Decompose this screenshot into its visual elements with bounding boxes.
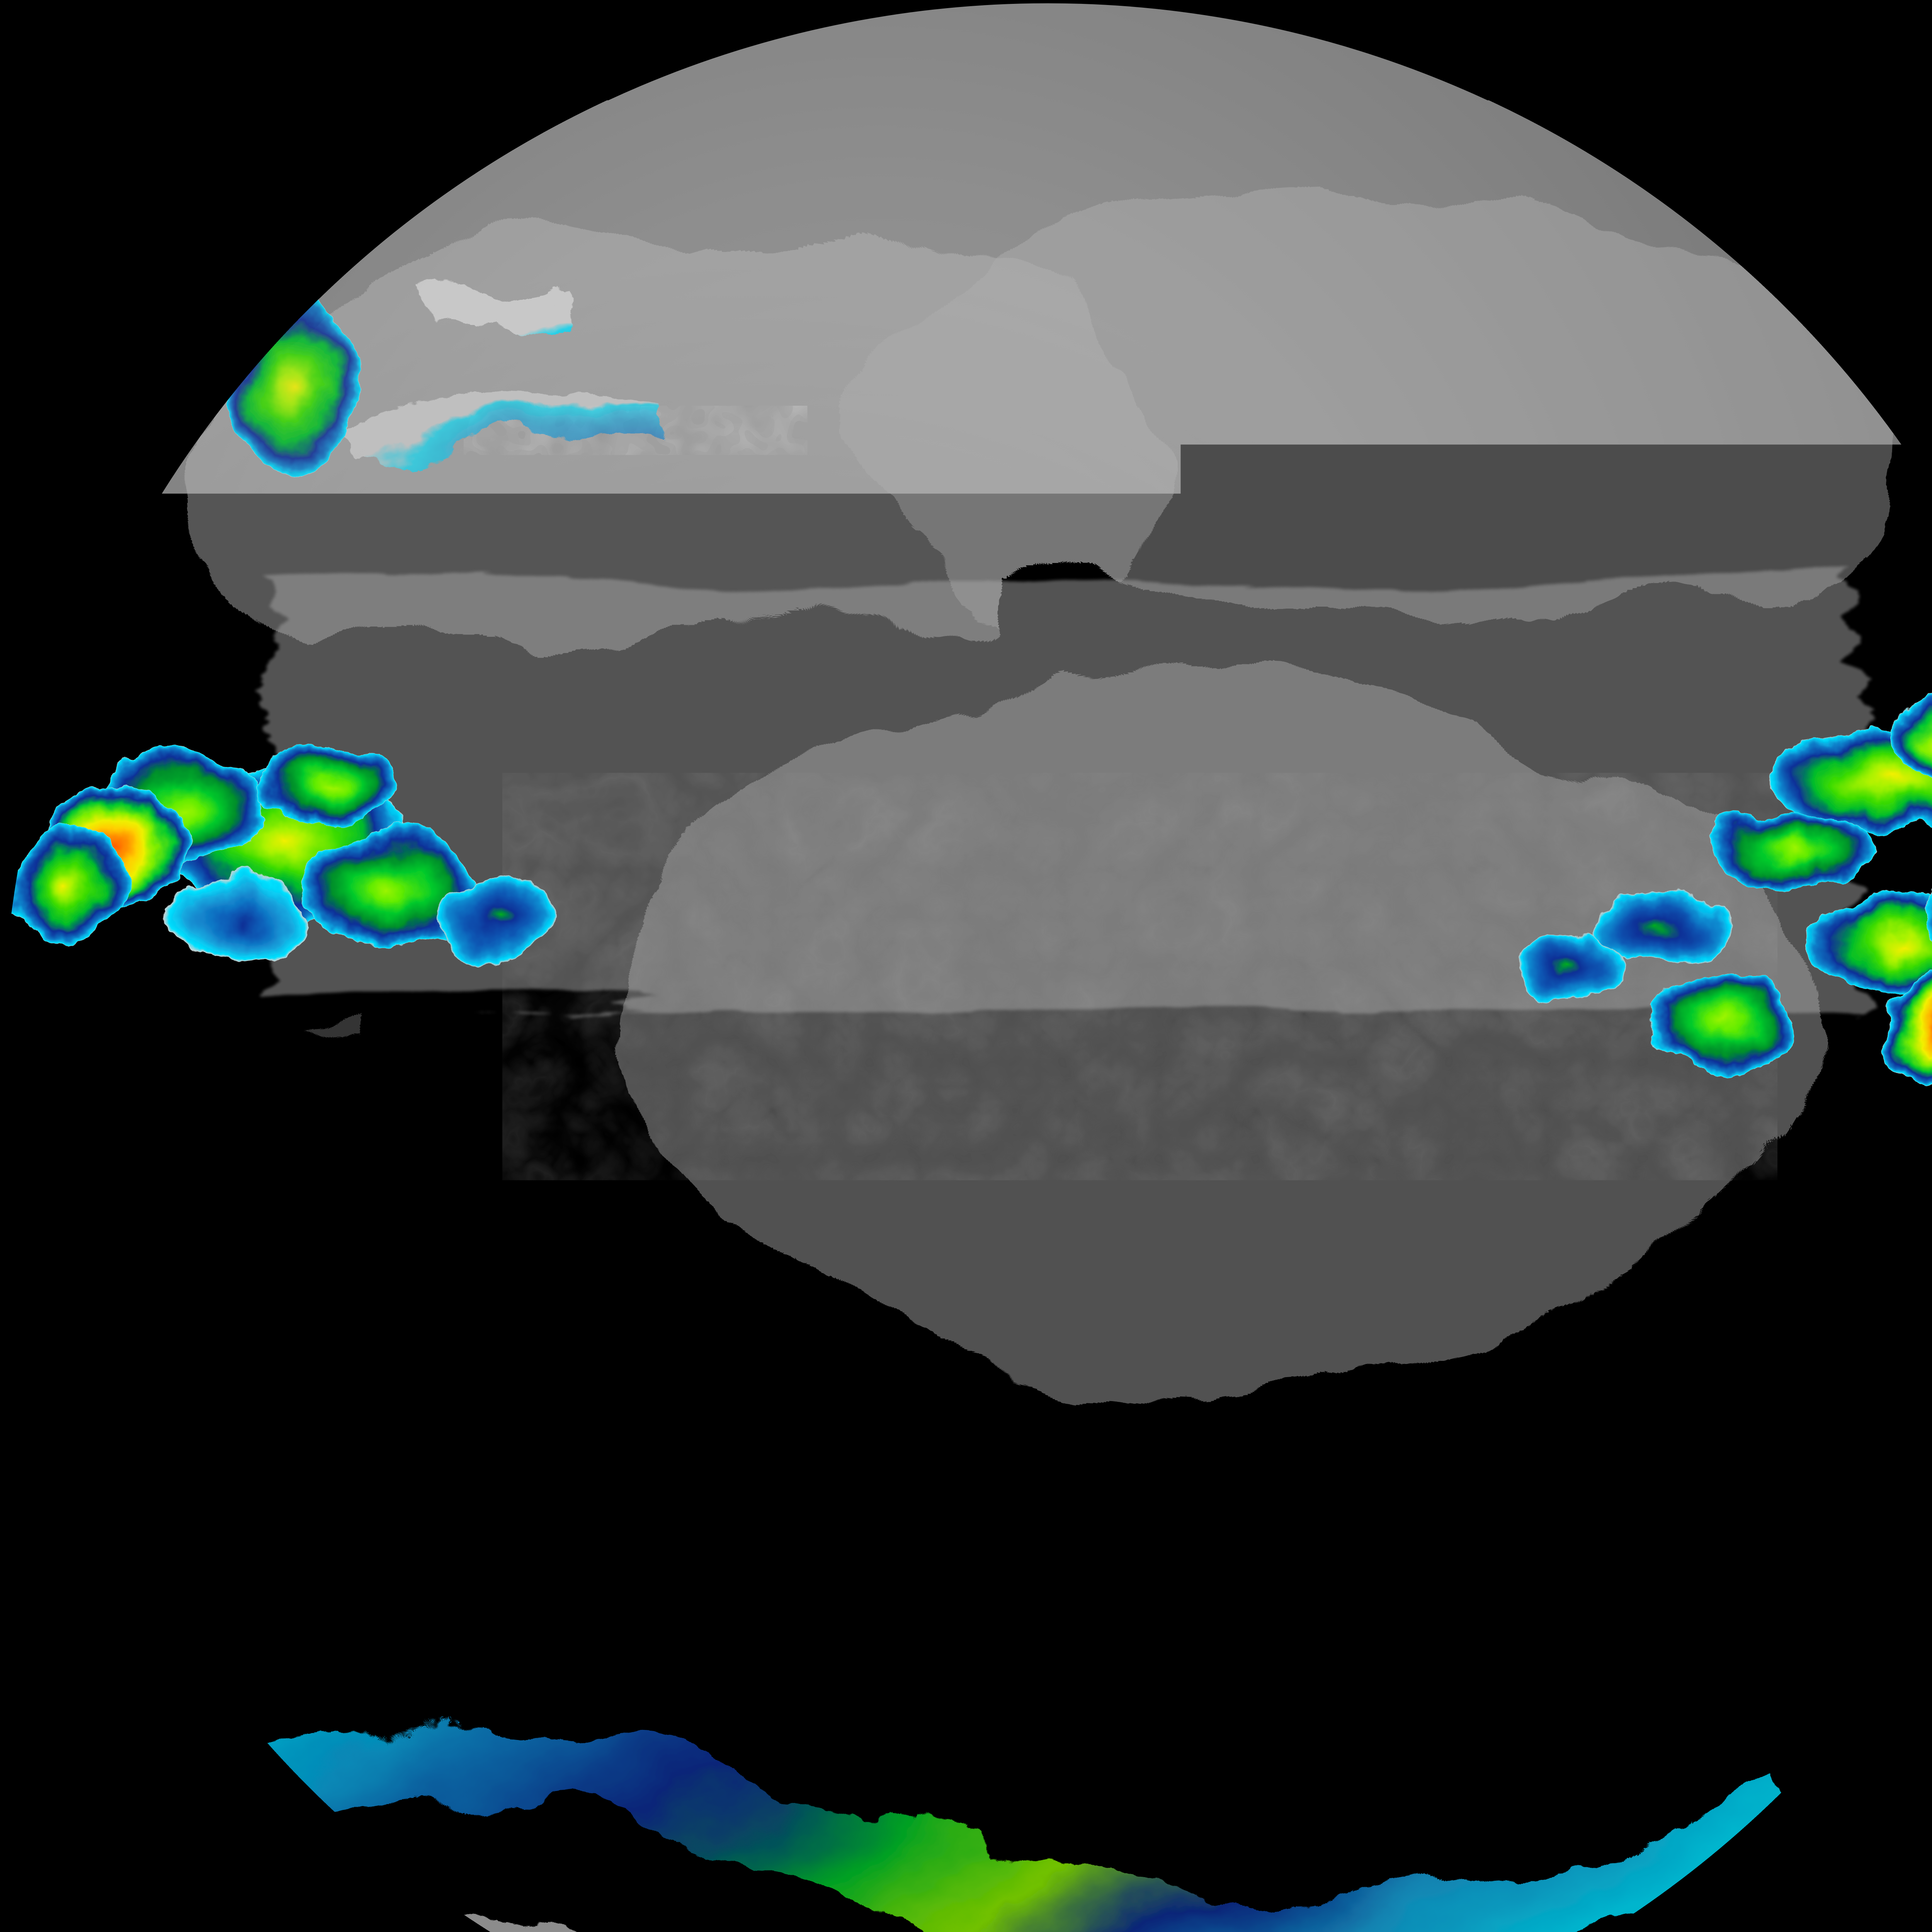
satellite-image-canvas bbox=[0, 0, 1932, 1932]
full-disk-infrared-svg bbox=[0, 0, 1932, 1932]
earth-full-disk bbox=[0, 0, 1932, 1932]
